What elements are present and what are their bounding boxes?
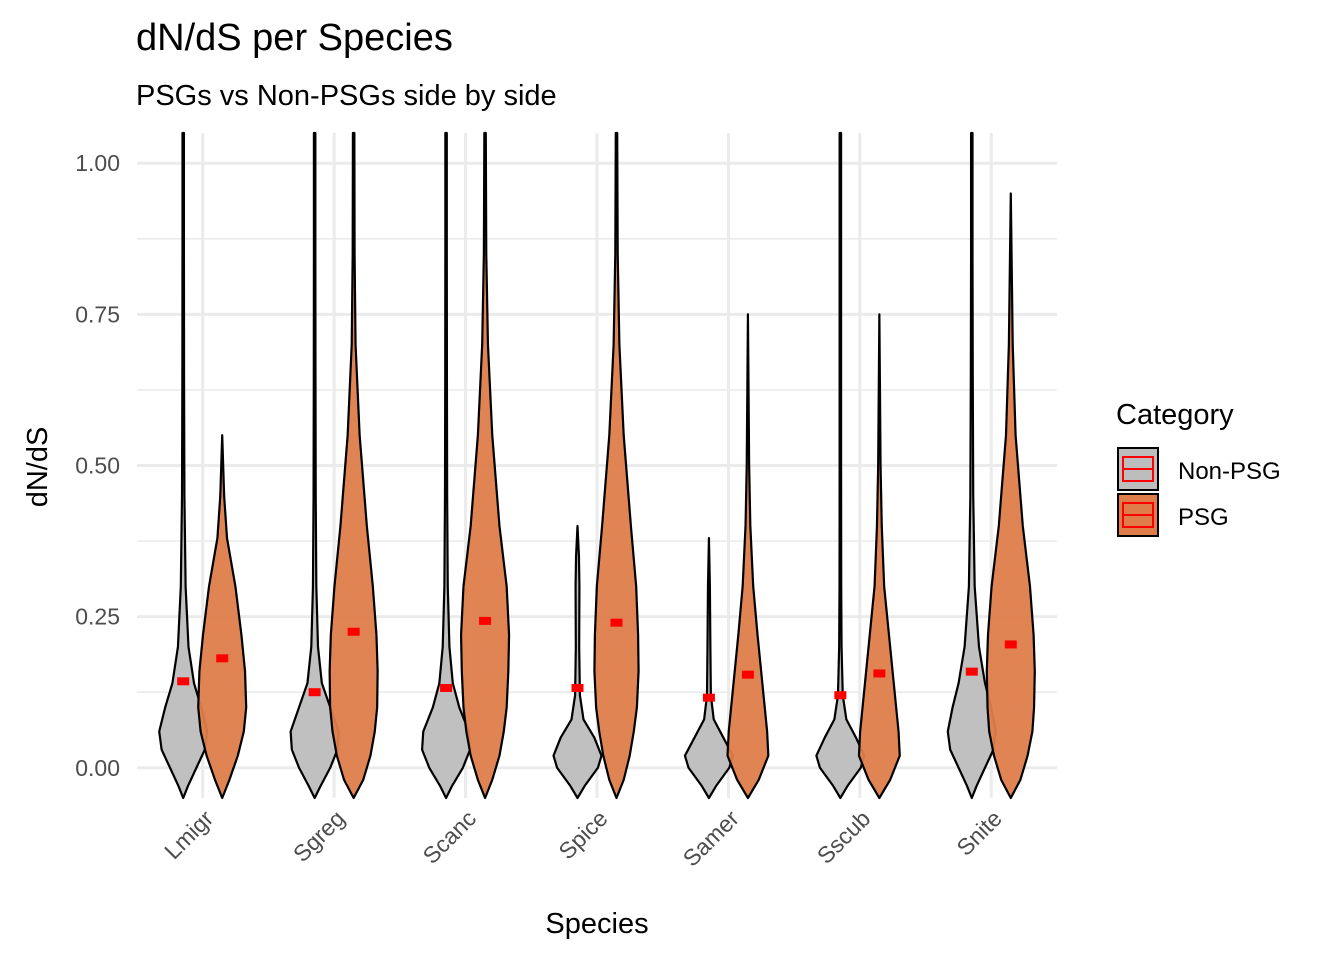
legend-item-non-psg: Non-PSG xyxy=(1117,447,1281,491)
violin-psg-sscub xyxy=(857,313,901,800)
x-tick-label: Samer xyxy=(678,805,745,872)
y-tick-labels: 0.00 0.25 0.50 0.75 1.00 xyxy=(75,150,120,781)
legend: Category Non-PSG PSG xyxy=(1116,399,1281,537)
violin-non-psg-samer xyxy=(683,536,735,800)
x-tick-label: Sgreg xyxy=(288,805,350,867)
violin-psg-sgreg xyxy=(328,131,379,800)
x-tick-label: Spice xyxy=(553,805,612,864)
median-psg-sgreg xyxy=(347,627,360,636)
legend-label-psg: PSG xyxy=(1178,504,1229,531)
median-psg-samer xyxy=(741,670,754,679)
y-tick-label: 1.00 xyxy=(75,150,120,176)
median-psg-scanc xyxy=(479,616,492,625)
violin-psg-spice xyxy=(593,131,640,800)
y-tick-label: 0.25 xyxy=(75,604,120,630)
x-tick-label: Scanc xyxy=(418,805,482,869)
median-non-psg-lmigr xyxy=(177,677,190,686)
median-psg-sscub xyxy=(873,669,886,678)
legend-item-psg: PSG xyxy=(1117,493,1229,537)
violin-non-psg-spice xyxy=(552,524,603,800)
violins xyxy=(158,131,1036,800)
violin-psg-snite xyxy=(985,192,1036,800)
median-non-psg-snite xyxy=(965,667,978,676)
legend-title: Category xyxy=(1116,399,1234,431)
median-psg-lmigr xyxy=(216,654,229,663)
y-axis-label: dN/dS xyxy=(22,427,54,508)
violin-psg-lmigr xyxy=(197,434,248,800)
median-markers xyxy=(177,616,1017,702)
violin-non-psg-sscub xyxy=(815,131,866,800)
y-tick-label: 0.75 xyxy=(75,301,120,327)
median-non-psg-sscub xyxy=(834,691,847,700)
median-non-psg-spice xyxy=(571,683,584,692)
median-psg-snite xyxy=(1004,640,1017,649)
x-tick-label: Lmigr xyxy=(159,805,218,864)
x-tick-label: Snite xyxy=(951,805,1006,860)
violin-psg-samer xyxy=(726,313,770,800)
violin-psg-scanc xyxy=(459,131,511,800)
x-tick-label: Sscub xyxy=(812,805,876,869)
chart-subtitle: PSGs vs Non-PSGs side by side xyxy=(136,80,557,112)
x-tick-labels: Lmigr Sgreg Scanc Spice Samer Sscub Snite xyxy=(159,805,1007,872)
median-non-psg-samer xyxy=(702,693,715,702)
median-non-psg-sgreg xyxy=(308,688,321,697)
median-psg-spice xyxy=(610,618,623,627)
y-tick-label: 0.00 xyxy=(75,755,120,781)
legend-label-non-psg: Non-PSG xyxy=(1178,458,1281,485)
y-tick-label: 0.50 xyxy=(75,453,120,479)
chart-title: dN/dS per Species xyxy=(136,17,453,59)
x-axis-label: Species xyxy=(545,908,648,940)
median-non-psg-scanc xyxy=(440,683,453,692)
